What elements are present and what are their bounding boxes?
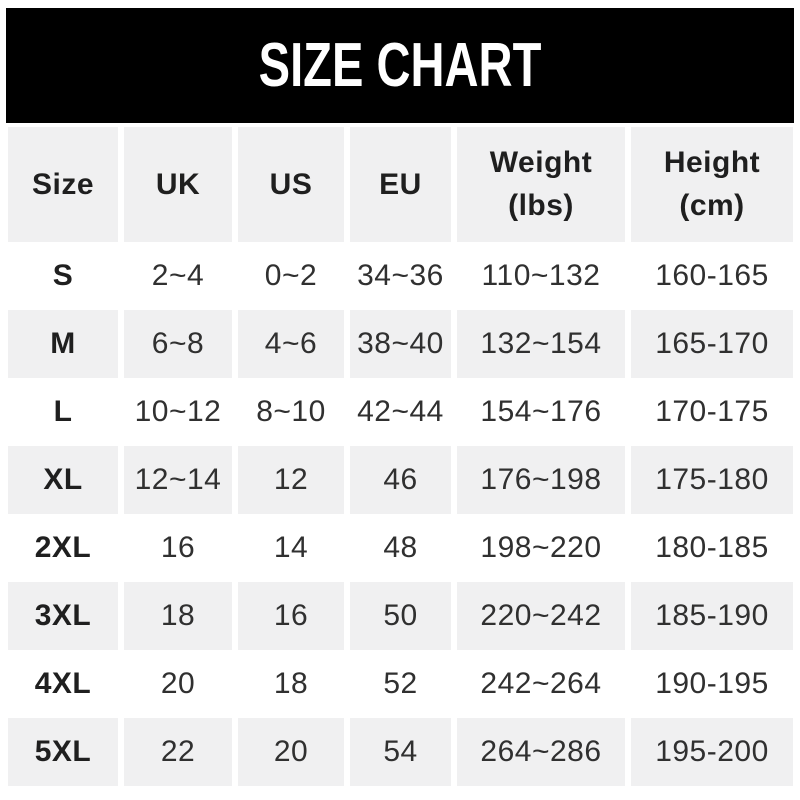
page-title: SIZE CHART: [258, 31, 542, 100]
size-label: L: [8, 378, 118, 446]
uk-value: 12~14: [124, 446, 232, 514]
height-value: 165-170: [631, 310, 793, 378]
column-header-uk: UK: [124, 127, 232, 242]
column-header-weight-sublabel: (lbs): [508, 188, 574, 222]
table-row-2xl: 2XL 16 14 48 198~220 180-185: [8, 514, 793, 582]
size-label: XL: [8, 446, 118, 514]
eu-value: 46: [350, 446, 451, 514]
uk-value: 10~12: [124, 378, 232, 446]
eu-value: 50: [350, 582, 451, 650]
uk-value: 16: [124, 514, 232, 582]
size-label: M: [8, 310, 118, 378]
weight-value: 154~176: [457, 378, 625, 446]
height-value: 180-185: [631, 514, 793, 582]
size-label: 2XL: [8, 514, 118, 582]
column-header-height-sublabel: (cm): [679, 188, 745, 222]
eu-value: 48: [350, 514, 451, 582]
uk-value: 2~4: [124, 242, 232, 310]
weight-value: 220~242: [457, 582, 625, 650]
height-value: 175-180: [631, 446, 793, 514]
weight-value: 242~264: [457, 650, 625, 718]
column-header-weight-label: Weight: [489, 145, 593, 179]
table-row-3xl: 3XL 18 16 50 220~242 185-190: [8, 582, 793, 650]
table-row-s: S 2~4 0~2 34~36 110~132 160-165: [8, 242, 793, 310]
us-value: 16: [238, 582, 344, 650]
column-header-eu: EU: [350, 127, 451, 242]
column-header-us: US: [238, 127, 344, 242]
eu-value: 34~36: [350, 242, 451, 310]
eu-value: 54: [350, 718, 451, 786]
height-value: 170-175: [631, 378, 793, 446]
eu-value: 52: [350, 650, 451, 718]
size-label: 3XL: [8, 582, 118, 650]
column-header-weight: Weight (lbs): [457, 127, 625, 242]
us-value: 20: [238, 718, 344, 786]
column-header-height-label: Height: [663, 145, 761, 179]
us-value: 18: [238, 650, 344, 718]
table-row-5xl: 5XL 22 20 54 264~286 195-200: [8, 718, 793, 786]
us-value: 14: [238, 514, 344, 582]
uk-value: 22: [124, 718, 232, 786]
weight-value: 132~154: [457, 310, 625, 378]
weight-value: 198~220: [457, 514, 625, 582]
size-chart-banner: SIZE CHART: [6, 8, 794, 123]
weight-value: 176~198: [457, 446, 625, 514]
table-row-m: M 6~8 4~6 38~40 132~154 165-170: [8, 310, 793, 378]
us-value: 8~10: [238, 378, 344, 446]
uk-value: 6~8: [124, 310, 232, 378]
weight-value: 110~132: [457, 242, 625, 310]
table-row-4xl: 4XL 20 18 52 242~264 190-195: [8, 650, 793, 718]
size-label: 4XL: [8, 650, 118, 718]
table-header-row: Size UK US EU Weight (lbs) Height (cm): [8, 127, 793, 242]
eu-value: 42~44: [350, 378, 451, 446]
eu-value: 38~40: [350, 310, 451, 378]
column-header-size: Size: [8, 127, 118, 242]
height-value: 185-190: [631, 582, 793, 650]
size-label: S: [8, 242, 118, 310]
height-value: 195-200: [631, 718, 793, 786]
us-value: 4~6: [238, 310, 344, 378]
height-value: 190-195: [631, 650, 793, 718]
height-value: 160-165: [631, 242, 793, 310]
weight-value: 264~286: [457, 718, 625, 786]
size-label: 5XL: [8, 718, 118, 786]
us-value: 0~2: [238, 242, 344, 310]
uk-value: 20: [124, 650, 232, 718]
column-header-height: Height (cm): [631, 127, 793, 242]
table-row-xl: XL 12~14 12 46 176~198 175-180: [8, 446, 793, 514]
size-table: Size UK US EU Weight (lbs) Height (cm) S…: [8, 127, 793, 786]
uk-value: 18: [124, 582, 232, 650]
us-value: 12: [238, 446, 344, 514]
table-row-l: L 10~12 8~10 42~44 154~176 170-175: [8, 378, 793, 446]
